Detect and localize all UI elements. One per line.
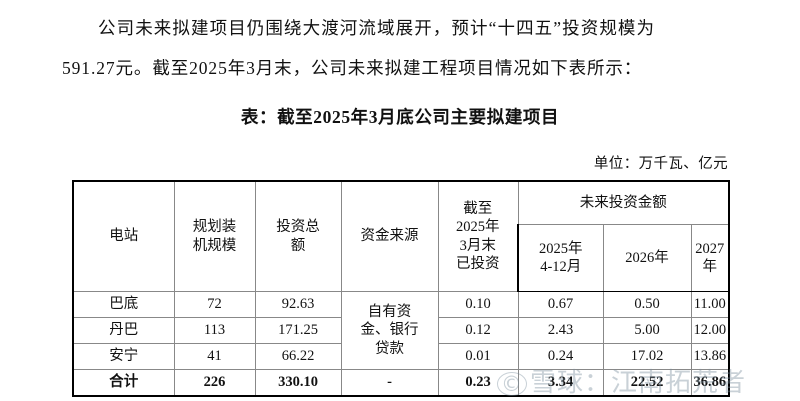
cell-invest-total: 171.25 [254, 317, 342, 344]
cell-total-fund-source: - [340, 369, 439, 397]
col-header-invested-line1: 截至 [463, 201, 493, 218]
table-header-row-1: 电站 规划装 机规模 投资总 额 资金来源 截至 2025年 3月末 已投资 [72, 180, 730, 292]
table-header-row-2: 2025年 4-12月 2026年 2027年 [73, 224, 730, 292]
cell-fund-source-line2: 金、银行 [360, 322, 419, 339]
cell-year-2025: 0.67 [517, 291, 604, 318]
table-row: 安宁 41 66.22 0.01 0.24 17.02 13.86 [72, 343, 730, 370]
cell-total-invest-total: 330.10 [254, 369, 342, 397]
table-body: 巴底 72 92.63 自有资 金、银行 贷款 0.10 0.67 0.50 1… [72, 291, 730, 397]
col-header-invest-total-line2: 额 [290, 237, 306, 254]
cell-year-2025: 0.24 [517, 343, 604, 370]
table-row: 巴底 72 92.63 自有资 金、银行 贷款 0.10 0.67 0.50 1… [72, 291, 730, 370]
cell-station: 丹巴 [72, 317, 175, 344]
table-row: 丹巴 113 171.25 0.12 2.43 5.00 12.00 [72, 317, 730, 344]
cell-invested-to-date: 0.10 [437, 291, 519, 318]
table-head: 电站 规划装 机规模 投资总 额 资金来源 截至 2025年 3月末 已投资 [72, 180, 730, 292]
unit-note: 单位：万千瓦、亿元 [593, 156, 728, 172]
col-header-invest-total: 投资总 额 [254, 180, 342, 292]
col-header-year-2027: 2027年 [690, 224, 730, 292]
col-header-year-2025-line1: 2025年 [539, 240, 583, 257]
cell-total-invested-to-date: 0.23 [437, 369, 519, 397]
cell-year-2027: 12.00 [690, 317, 730, 344]
projects-table-wrapper: 电站 规划装 机规模 投资总 额 资金来源 截至 2025年 3月末 已投资 [72, 180, 730, 397]
cell-fund-source: 自有资 金、银行 贷款 [340, 291, 439, 370]
cell-capacity: 41 [173, 343, 256, 370]
cell-capacity: 72 [173, 291, 256, 318]
col-header-station: 电站 [72, 180, 175, 292]
cell-station: 安宁 [72, 343, 175, 370]
cell-year-2026: 5.00 [602, 317, 692, 344]
intro-line-1: 公司未来拟建项目仍围绕大渡河流域展开，预计“十四五”投资规模为 [62, 8, 742, 48]
cell-total-year-2025: 3.34 [517, 369, 604, 397]
col-header-invested-line2: 2025年 [456, 219, 500, 236]
cell-station: 巴底 [72, 291, 175, 318]
cell-invest-total: 92.63 [254, 291, 342, 318]
cell-year-2026: 17.02 [602, 343, 692, 370]
col-header-capacity-line1: 规划装 [192, 219, 237, 236]
cell-year-2026: 0.50 [602, 291, 692, 318]
cell-invest-total: 66.22 [254, 343, 342, 370]
intro-line-2: 591.27元。截至2025年3月末，公司未来拟建工程项目情况如下表所示： [62, 58, 643, 78]
col-header-future-investment-group: 未来投资金额 [517, 180, 730, 225]
col-header-invested-line3: 3月末 [459, 237, 496, 254]
intro-line-1-text: 公司未来拟建项目仍围绕大渡河流域展开，预计“十四五”投资规模为 [98, 18, 656, 38]
col-header-capacity: 规划装 机规模 [173, 180, 256, 292]
cell-fund-source-line3: 贷款 [375, 340, 404, 357]
projects-table: 电站 规划装 机规模 投资总 额 资金来源 截至 2025年 3月末 已投资 [72, 180, 730, 397]
cell-invested-to-date: 0.01 [437, 343, 519, 370]
col-header-year-2025-line2: 4-12月 [540, 259, 582, 275]
cell-fund-source-line1: 自有资 [367, 304, 412, 321]
col-header-invested-to-date: 截至 2025年 3月末 已投资 [437, 180, 519, 292]
col-header-year-2026: 2026年 [602, 224, 692, 292]
col-header-invested-line4: 已投资 [456, 255, 500, 272]
col-header-fund-source: 资金来源 [340, 180, 439, 292]
cell-year-2027: 11.00 [690, 291, 730, 318]
col-header-invest-total-line1: 投资总 [276, 219, 320, 236]
cell-invested-to-date: 0.12 [437, 317, 519, 344]
cell-total-label: 合计 [72, 369, 175, 397]
table-caption: 表：截至2025年3月底公司主要拟建项目 [240, 107, 560, 127]
cell-total-year-2027: 36.86 [690, 369, 730, 397]
cell-total-capacity: 226 [173, 369, 256, 397]
cell-total-year-2026: 22.52 [602, 369, 692, 397]
cell-year-2027: 13.86 [690, 343, 730, 370]
table-total-row: 合计 226 330.10 - 0.23 3.34 22.52 36.86 [72, 369, 730, 397]
col-header-year-2025: 2025年 4-12月 [517, 224, 604, 292]
cell-year-2025: 2.43 [517, 317, 604, 344]
cell-capacity: 113 [173, 317, 256, 344]
intro-paragraph: 公司未来拟建项目仍围绕大渡河流域展开，预计“十四五”投资规模为 591.27元。… [62, 8, 742, 88]
col-header-capacity-line2: 机规模 [192, 237, 237, 254]
